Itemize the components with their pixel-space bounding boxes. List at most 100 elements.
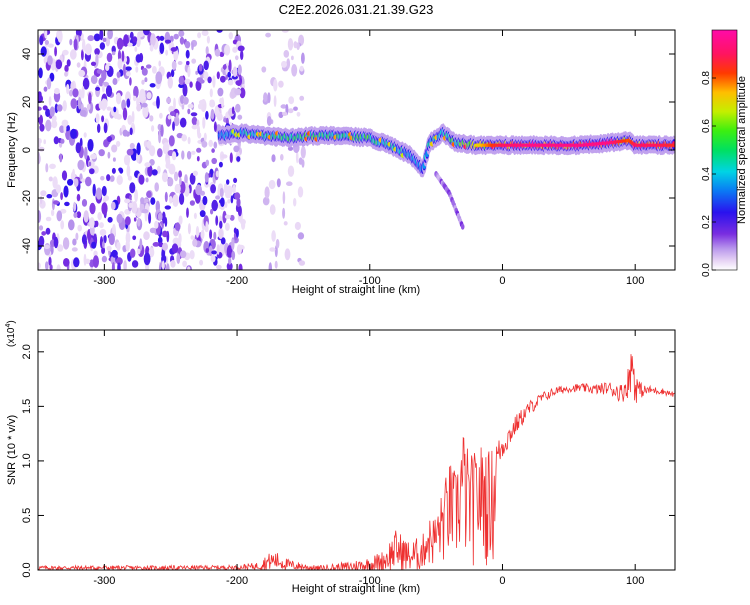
noise-speckle — [52, 176, 58, 189]
noise-speckle — [173, 116, 180, 127]
noise-speckle — [94, 48, 100, 56]
noise-speckle — [187, 266, 191, 270]
noise-speckle — [38, 94, 43, 104]
noise-speckle — [171, 243, 179, 254]
snr-series-line — [38, 354, 675, 570]
noise-speckle — [174, 222, 181, 231]
noise-speckle — [150, 197, 156, 205]
noise-speckle — [232, 66, 238, 78]
noise-speckle — [158, 130, 162, 144]
ridge-core — [672, 143, 675, 147]
noise-speckle — [39, 123, 45, 132]
noise-speckle — [116, 175, 123, 185]
noise-speckle — [44, 30, 48, 39]
noise-speckle — [228, 59, 232, 73]
colorbar-ticks: 0.0 0.2 0.4 0.6 0.8 — [701, 71, 716, 277]
noise-speckle — [227, 199, 231, 204]
noise-speckle — [236, 197, 241, 208]
noise-speckle — [49, 163, 56, 169]
noise-speckle — [300, 146, 306, 159]
spectrogram-ylabel: Frequency (Hz) — [6, 112, 18, 188]
noise-speckle — [116, 213, 123, 224]
noise-speckle — [298, 260, 306, 266]
spectrogram-marks — [38, 30, 675, 270]
noise-speckle — [55, 184, 62, 194]
noise-speckle — [209, 229, 213, 240]
noise-speckle — [129, 31, 134, 39]
noise-speckle — [96, 69, 103, 74]
noise-speckle — [168, 135, 175, 147]
noise-speckle — [165, 49, 169, 56]
noise-speckle — [64, 71, 68, 77]
noise-speckle — [205, 221, 209, 232]
noise-speckle — [73, 38, 78, 51]
noise-speckle — [210, 184, 217, 194]
noise-speckle — [99, 30, 104, 41]
noise-speckle — [112, 78, 118, 85]
spectrogram-y-tick-label: -40 — [21, 238, 33, 254]
noise-speckle — [135, 54, 142, 63]
noise-speckle — [268, 262, 272, 270]
noise-speckle — [139, 238, 143, 252]
noise-speckle — [72, 168, 75, 178]
noise-speckle — [123, 154, 131, 166]
snr-y-tick-label: 0.0 — [21, 562, 33, 577]
noise-speckle — [220, 237, 226, 245]
noise-speckle — [200, 229, 205, 240]
noise-speckle — [75, 232, 79, 241]
noise-speckle — [111, 144, 118, 153]
noise-speckle — [68, 219, 75, 231]
noise-speckle — [116, 113, 122, 120]
noise-speckle — [73, 257, 80, 268]
noise-speckle — [204, 172, 209, 183]
noise-speckle — [38, 151, 41, 164]
noise-speckle — [46, 77, 52, 90]
noise-speckle — [280, 104, 287, 109]
noise-speckle — [82, 38, 86, 52]
noise-speckle — [138, 174, 145, 185]
noise-speckle — [131, 260, 139, 268]
noise-speckle — [182, 260, 188, 267]
noise-speckle — [149, 115, 154, 122]
noise-speckle — [49, 106, 55, 117]
noise-speckle — [77, 159, 85, 171]
noise-speckle — [105, 64, 110, 71]
noise-speckle — [238, 263, 243, 270]
snr-multiplier: (x104) — [5, 320, 17, 347]
noise-speckle — [234, 192, 241, 200]
noise-speckle — [117, 58, 123, 70]
noise-speckle — [76, 62, 81, 68]
noise-speckle — [141, 79, 145, 85]
noise-speckle — [43, 244, 51, 249]
noise-speckle — [67, 178, 74, 186]
noise-speckle — [199, 210, 206, 218]
noise-speckle — [220, 197, 225, 207]
noise-speckle — [167, 177, 174, 187]
noise-speckle — [230, 195, 234, 204]
noise-speckle — [159, 112, 163, 119]
colorbar: 0.0 0.2 0.4 0.6 0.8 Normalized spectral ampl… — [701, 29, 748, 277]
noise-speckle — [205, 46, 209, 56]
noise-speckle — [208, 139, 213, 147]
noise-speckle — [56, 210, 63, 222]
noise-speckle — [129, 77, 132, 86]
noise-speckle — [38, 110, 41, 118]
noise-speckle — [301, 52, 305, 64]
noise-speckle — [231, 250, 236, 261]
noise-speckle — [264, 186, 270, 199]
noise-speckle — [224, 214, 231, 219]
noise-speckle — [54, 87, 60, 95]
noise-speckle — [283, 221, 288, 226]
noise-speckle — [70, 98, 78, 109]
noise-speckle — [107, 136, 113, 143]
noise-speckle — [49, 264, 53, 270]
noise-speckle — [158, 60, 161, 67]
noise-speckle — [103, 234, 107, 244]
noise-speckle — [176, 253, 181, 264]
noise-speckle — [43, 86, 48, 92]
noise-speckle — [203, 71, 209, 81]
noise-speckle — [154, 182, 159, 192]
noise-speckle — [63, 185, 69, 198]
noise-speckle — [113, 106, 117, 113]
spectrogram-y-tick-label: 40 — [21, 48, 33, 60]
